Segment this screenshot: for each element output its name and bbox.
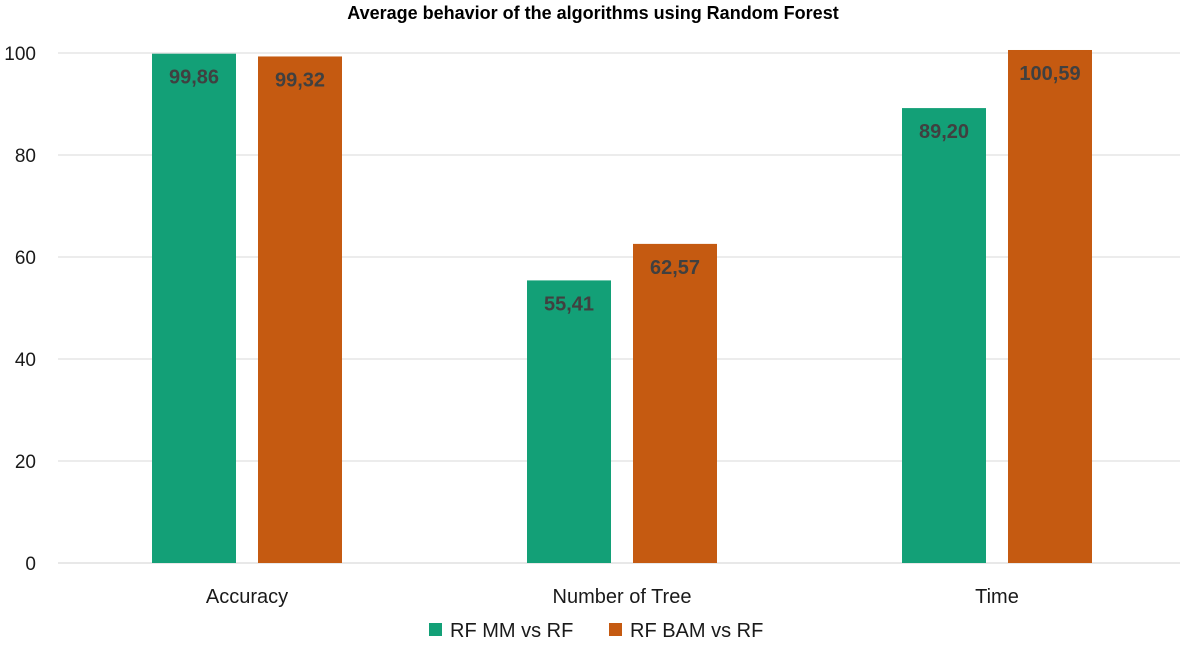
bar-rf-bam-1	[633, 243, 717, 563]
legend-swatch	[609, 623, 622, 636]
y-tick-label: 0	[25, 554, 36, 575]
bar-rf-mm-2	[902, 108, 986, 563]
chart-title: Average behavior of the algorithms using…	[347, 3, 838, 23]
y-tick-label: 40	[15, 350, 36, 371]
data-label: 89,20	[919, 121, 969, 143]
data-label: 100,59	[1019, 63, 1080, 85]
data-label: 62,57	[650, 257, 700, 279]
legend-label: RF BAM vs RF	[630, 620, 763, 642]
gridlines	[58, 52, 1180, 564]
bar-rf-bam-2	[1008, 49, 1092, 563]
legend-swatch	[429, 623, 442, 636]
data-labels: 99,86 99,32 55,41 62,57 89,20 100,59	[169, 63, 1081, 315]
data-label: 99,86	[169, 67, 219, 89]
legend-label: RF MM vs RF	[450, 620, 573, 642]
y-tick-label: 80	[15, 146, 36, 167]
bar-rf-bam-0	[258, 56, 342, 564]
y-tick-label: 60	[15, 248, 36, 269]
y-tick-label: 20	[15, 452, 36, 473]
y-tick-label: 100	[4, 44, 36, 65]
category-label: Number of Tree	[553, 586, 692, 608]
category-label: Time	[975, 586, 1019, 608]
bars	[152, 49, 1092, 564]
category-label: Accuracy	[206, 586, 288, 608]
x-axis-category-labels: Accuracy Number of Tree Time	[206, 586, 1019, 608]
data-label: 99,32	[275, 69, 325, 91]
bar-rf-mm-0	[152, 53, 236, 564]
y-axis-tick-labels: 0 20 40 60 80 100	[4, 44, 36, 575]
legend: RF MM vs RF RF BAM vs RF	[429, 620, 763, 642]
bar-rf-mm-1	[527, 280, 611, 563]
data-label: 55,41	[544, 293, 594, 315]
